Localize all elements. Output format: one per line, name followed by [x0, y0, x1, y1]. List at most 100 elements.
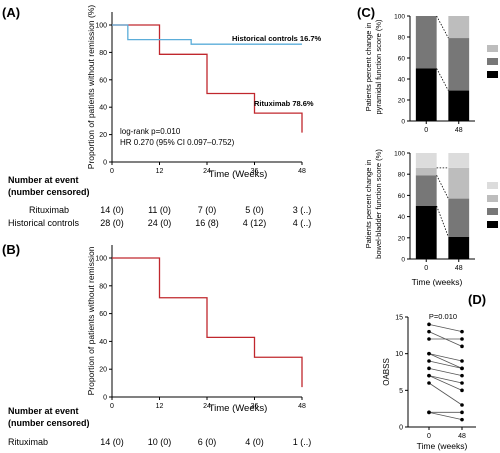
- panel-c-top-legend-swatch-2: [487, 58, 498, 65]
- panel-c-bottom-legend-swatch-2: [487, 208, 498, 215]
- panel-b-risk-heading-1: Number at event: [8, 406, 79, 416]
- panel-d-pair-line: [428, 353, 463, 369]
- panel-b-ticks: 0 20 40 60 80 100 0 12 24 36 48: [95, 256, 306, 411]
- panel-a-risk-value: 11 (0): [148, 205, 171, 215]
- panel-c-letter: (C): [357, 5, 375, 20]
- panel-a-risk-values: 14 (0) 11 (0) 7 (0) 5 (0) 3 (..) 28 (0) 24 (0)…: [100, 205, 311, 228]
- panel-a-ytick-label: 40: [99, 105, 107, 112]
- panel-c-bottom-bar-segment-0: [415, 153, 437, 168]
- panel-c-bottom-bar-segment-1: [448, 167, 470, 199]
- panel-a-ytick-label: 20: [99, 132, 107, 139]
- panel-c-top-ytick-label: 80: [398, 35, 406, 42]
- panel-d-pair-line: [428, 353, 463, 362]
- panel-c-bottom-chart: 0204060801000480123: [394, 151, 498, 272]
- panel-c-top-ylabel-line-2: pyramidal function score (%): [374, 19, 383, 115]
- panel-c-bottom-connector: [436, 175, 449, 199]
- panel-b-risk-heading-2: (number censored): [8, 418, 90, 428]
- panel-a: (A) Proportion of patients without remis…: [2, 5, 322, 228]
- panel-c-bottom-bar-segment-1: [415, 167, 437, 176]
- panel-a-risk-value: 24 (0): [148, 218, 172, 228]
- panel-c-top-bar-segment-3: [415, 68, 437, 121]
- panel-c-bottom-bar-segment-2: [448, 198, 470, 237]
- panel-a-xlabel: Time (Weeks): [209, 169, 268, 180]
- panel-a-series-line-1: [112, 24, 302, 45]
- panel-a-risk-value: 7 (0): [198, 205, 217, 215]
- panel-d-pair-line: [428, 323, 463, 333]
- panel-b-xtick-label: 36: [251, 403, 259, 410]
- panel-d: (D) OABSS 0 5 10 15 0 48 P=0.010 Time (weeks): [382, 292, 486, 451]
- panel-c-top-connector: [436, 15, 449, 39]
- panel-b-xlabel: Time (Weeks): [209, 403, 268, 414]
- panel-c-bottom-ytick-label: 20: [398, 235, 406, 242]
- panel-a-xtick-label: 24: [203, 168, 211, 175]
- panel-c: (C) Patients percent change in pyramidal…: [357, 5, 498, 287]
- panel-b-ytick-label: 20: [99, 367, 107, 374]
- panel-d-point-week0: [427, 329, 431, 334]
- panel-c-xlabel: Time (weeks): [412, 277, 463, 287]
- panel-d-point-week0: [427, 359, 431, 363]
- panel-d-point-week0: [427, 381, 431, 385]
- panel-a-risk-heading-2: (number censored): [8, 187, 90, 197]
- panel-c-bottom-ytick-label: 60: [398, 193, 406, 200]
- panel-a-risk-value: 16 (8): [195, 218, 219, 228]
- panel-b-ytick-label: 80: [99, 283, 107, 290]
- panel-c-top-ylabel-line-1: Patients percent change in: [364, 23, 373, 112]
- panel-b-ytick-label: 100: [95, 256, 107, 263]
- panel-d-pair-line: [428, 382, 463, 406]
- panel-b-series: [112, 257, 303, 388]
- panel-c-bottom-bar-segment-0: [448, 153, 470, 168]
- panel-d-xlabel: Time (weeks): [417, 441, 468, 451]
- panel-a-risk-value: 4 (12): [243, 218, 267, 228]
- panel-c-bottom-xtick-label: 0: [424, 265, 428, 272]
- panel-c-top-ytick-label: 100: [394, 14, 405, 21]
- panel-c-top-xtick-label: 48: [455, 127, 463, 134]
- panel-a-xtick-label: 12: [156, 168, 164, 175]
- panel-a-series: [112, 24, 303, 133]
- panel-d-pair-line: [428, 375, 463, 391]
- panel-d-point-week48: [460, 373, 464, 378]
- panel-c-bottom-ytick-label: 80: [398, 172, 406, 179]
- panel-a-ytick-label: 60: [99, 77, 107, 84]
- panel-d-xtick-label: 48: [458, 433, 466, 440]
- panel-b-xtick-label: 12: [156, 403, 164, 410]
- panel-b-xtick-label: 0: [110, 403, 114, 410]
- panel-c-bottom-ylabel-line-1: Patients percent change in: [364, 160, 373, 249]
- panel-c-bottom-ytick-label: 0: [401, 257, 405, 264]
- panel-b: (B) Proportion of patients without remis…: [2, 242, 311, 447]
- panel-c-bottom-legend-swatch-1: [487, 195, 498, 202]
- panel-b-risk-value: 1 (..): [293, 437, 312, 447]
- panel-d-ylabel: OABSS: [382, 358, 391, 386]
- panel-b-letter: (B): [2, 242, 20, 257]
- panel-d-pair-line: [428, 411, 463, 421]
- panel-c-top-ytick-label: 40: [398, 77, 406, 84]
- panel-d-point-week48: [460, 337, 464, 341]
- panel-c-bottom-legend-swatch-0: [487, 182, 498, 189]
- panel-a-risk-value: 5 (0): [245, 205, 264, 215]
- panel-c-top-bar-segment-2: [415, 16, 437, 69]
- panel-d-point-week0: [427, 410, 431, 415]
- panel-a-risk-value: 28 (0): [100, 218, 124, 228]
- panel-c-bottom-legend-swatch-3: [487, 221, 498, 228]
- panel-c-top-ytick-label: 60: [398, 56, 406, 63]
- panel-a-risk-value: 3 (..): [293, 205, 312, 215]
- panel-d-pair-line: [428, 375, 463, 384]
- panel-d-point-week0: [427, 337, 431, 341]
- panel-d-point-week48: [460, 417, 464, 422]
- panel-c-bottom-ylabel-line-2: bowel-bladder function score (%): [374, 149, 383, 259]
- panel-d-point-week0: [427, 366, 431, 371]
- panel-d-point-week48: [460, 403, 464, 407]
- panel-d-point-week0: [427, 351, 431, 356]
- panel-a-series-label-rituximab: Rituximab 78.6%: [254, 99, 314, 108]
- panel-d-point-week0: [427, 322, 431, 327]
- panel-a-risk-label-rituximab: Rituximab: [29, 205, 69, 215]
- panel-a-ticks: 0 20 40 60 80 100 0 12 24 36 48: [95, 23, 306, 176]
- panel-c-top-ytick-label: 20: [398, 98, 406, 105]
- panel-c-top-legend-swatch-3: [487, 71, 498, 78]
- panel-d-ytick-label: 15: [395, 315, 403, 322]
- panel-b-ylabel: Proportion of patients without remission: [86, 246, 96, 395]
- panel-b-xtick-label: 48: [298, 403, 306, 410]
- panel-c-top-bar-segment-2: [448, 38, 470, 91]
- panel-a-letter: (A): [2, 5, 20, 20]
- panel-c-top-connector: [436, 68, 449, 91]
- panel-d-ticks: 0 5 10 15 0 48: [395, 315, 466, 441]
